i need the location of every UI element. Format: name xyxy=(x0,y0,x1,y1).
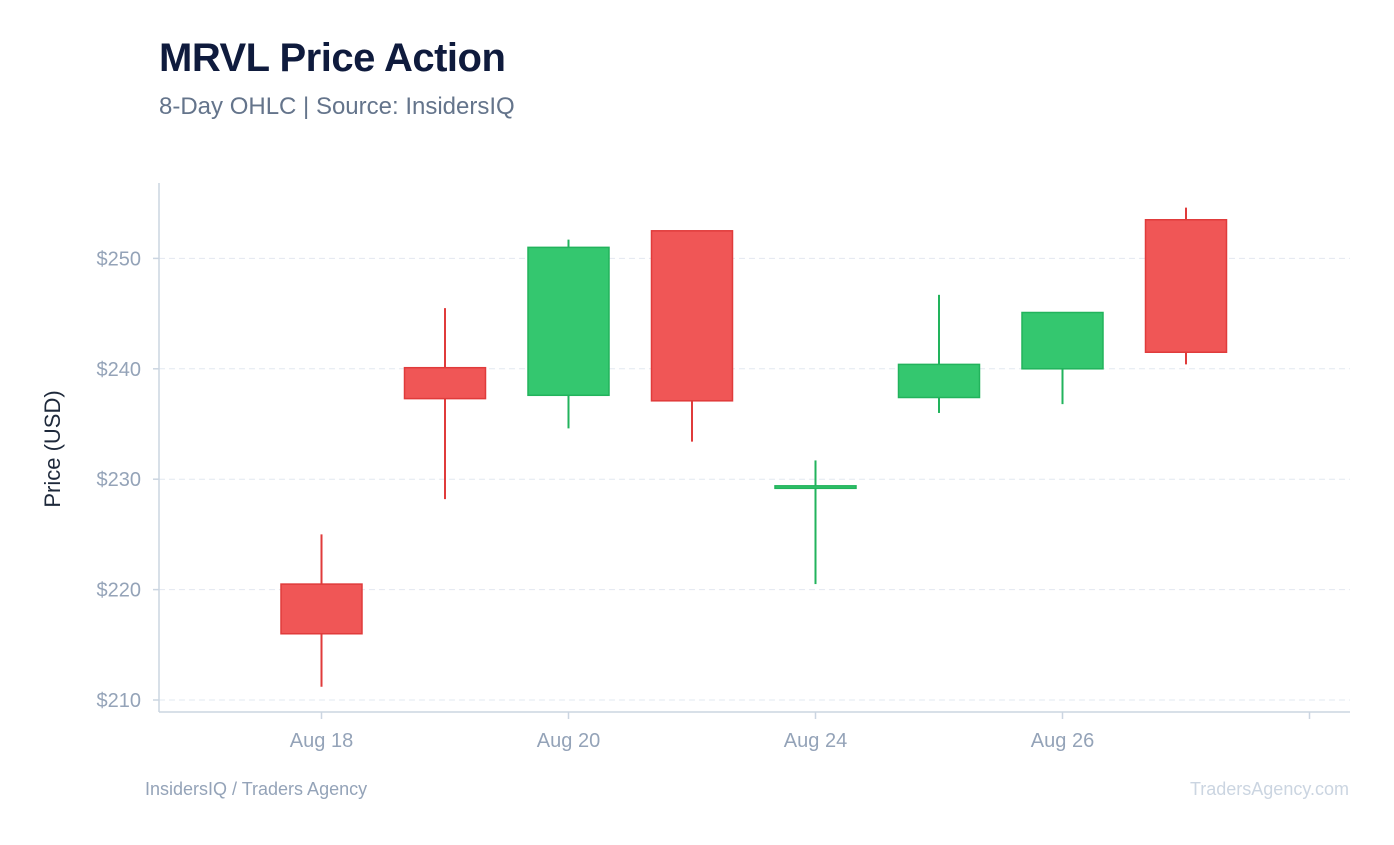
candles xyxy=(280,207,1228,687)
y-axis-title: Price (USD) xyxy=(40,390,65,507)
candle-up[interactable] xyxy=(527,239,610,429)
candle-body xyxy=(403,366,487,400)
candle-down[interactable] xyxy=(280,534,363,687)
x-tick-label: Aug 20 xyxy=(537,730,600,752)
y-tick-label: $250 xyxy=(97,248,142,270)
candle-body xyxy=(774,485,857,490)
chart-subtitle: 8-Day OHLC | Source: InsidersIQ xyxy=(159,93,515,120)
candle-up[interactable] xyxy=(774,460,857,585)
chart-title: MRVL Price Action xyxy=(159,36,506,80)
candle-body xyxy=(897,363,981,399)
candle-body xyxy=(1021,311,1104,370)
candle-body xyxy=(280,583,363,635)
candle-down[interactable] xyxy=(650,230,734,442)
candle-down[interactable] xyxy=(403,308,487,500)
candle-body xyxy=(1144,219,1228,353)
candle-body xyxy=(527,246,610,397)
y-tick-label: $230 xyxy=(97,469,142,491)
candle-up[interactable] xyxy=(1021,311,1104,405)
y-tick-label: $220 xyxy=(97,580,142,602)
y-ticks: $210 $220 $230 $240 $250 xyxy=(97,248,159,712)
x-tick-label: Aug 26 xyxy=(1031,730,1094,752)
candle-up[interactable] xyxy=(897,294,981,413)
candle-body xyxy=(650,230,734,402)
axes xyxy=(158,183,1350,713)
candle-down[interactable] xyxy=(1144,207,1228,365)
x-ticks: Aug 18 Aug 20 Aug 24 Aug 26 xyxy=(290,712,1311,752)
footer-site-link[interactable]: TradersAgency.com xyxy=(1189,779,1349,799)
x-tick-label: Aug 18 xyxy=(290,730,353,752)
y-tick-label: $240 xyxy=(97,359,142,381)
x-tick-label: Aug 24 xyxy=(784,730,847,752)
footer-credit: InsidersIQ / Traders Agency xyxy=(145,779,368,799)
y-tick-label: $210 xyxy=(97,690,142,712)
